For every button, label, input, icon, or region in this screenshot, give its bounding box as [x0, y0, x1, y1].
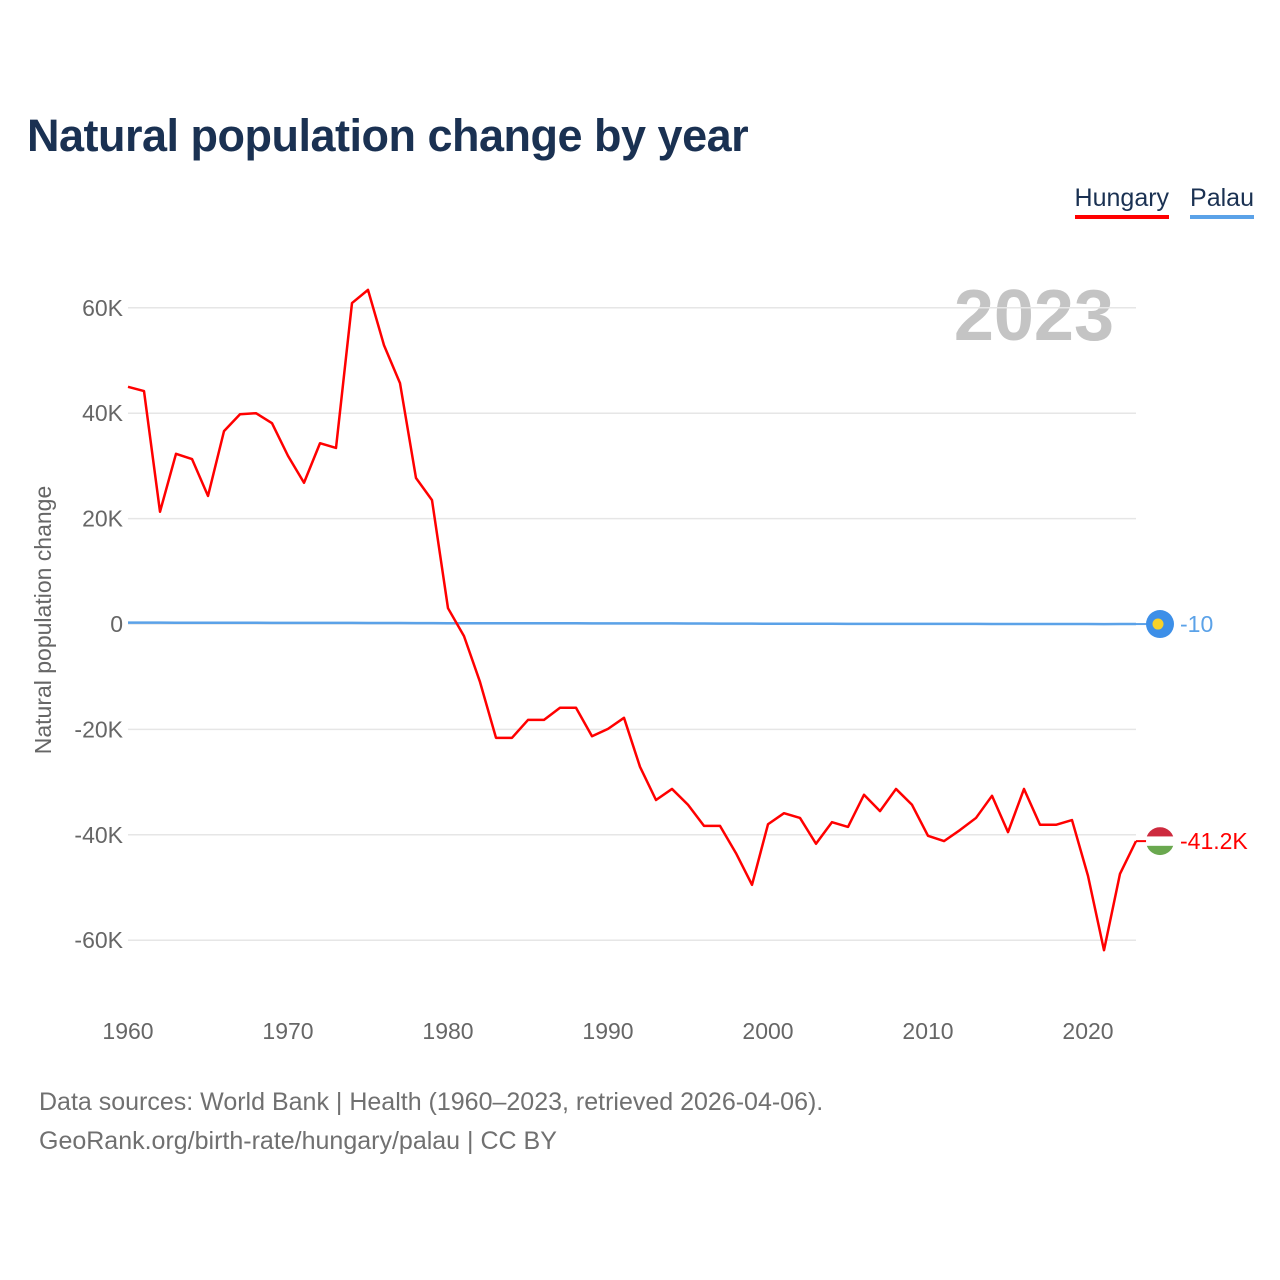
y-tick-label: 60K — [82, 295, 124, 321]
series-line-hungary — [127, 288, 1138, 952]
x-tick-label: 2000 — [742, 1018, 793, 1044]
chart-title: Natural population change by year — [27, 110, 749, 161]
data-source-text: Data sources: World Bank | Health (1960–… — [39, 1088, 824, 1116]
hungary-flag-icon — [1146, 827, 1174, 856]
legend-item-hungary[interactable]: Hungary — [1074, 184, 1170, 219]
y-tick-label: -60K — [74, 927, 123, 953]
x-tick-label: 1970 — [262, 1018, 313, 1044]
y-tick-label: 40K — [82, 400, 124, 426]
end-value-label: -41.2K — [1180, 828, 1248, 854]
y-tick-label: 20K — [82, 506, 124, 532]
series-line-palau — [128, 621, 1136, 626]
legend-item-palau[interactable]: Palau — [1190, 184, 1254, 219]
end-value-label: -10 — [1180, 611, 1213, 637]
flag-stripe — [1146, 845, 1174, 856]
flag-stripe — [1146, 836, 1174, 846]
x-tick-label: 2020 — [1062, 1018, 1113, 1044]
x-tick-label: 1960 — [102, 1018, 153, 1044]
year-watermark: 2023 — [954, 276, 1114, 356]
y-tick-label: -20K — [74, 716, 123, 742]
legend: Hungary Palau — [1074, 184, 1254, 219]
flag-stripe — [1146, 827, 1174, 837]
x-tick-label: 2010 — [902, 1018, 953, 1044]
y-tick-label: -40K — [74, 822, 123, 848]
y-axis-label: Natural population change — [30, 486, 56, 755]
x-tick-label: 1990 — [582, 1018, 633, 1044]
y-tick-label: 0 — [110, 611, 123, 637]
x-tick-label: 1980 — [422, 1018, 473, 1044]
palau-flag-moon — [1152, 618, 1164, 630]
attribution-text: GeoRank.org/birth-rate/hungary/palau | C… — [39, 1127, 557, 1155]
